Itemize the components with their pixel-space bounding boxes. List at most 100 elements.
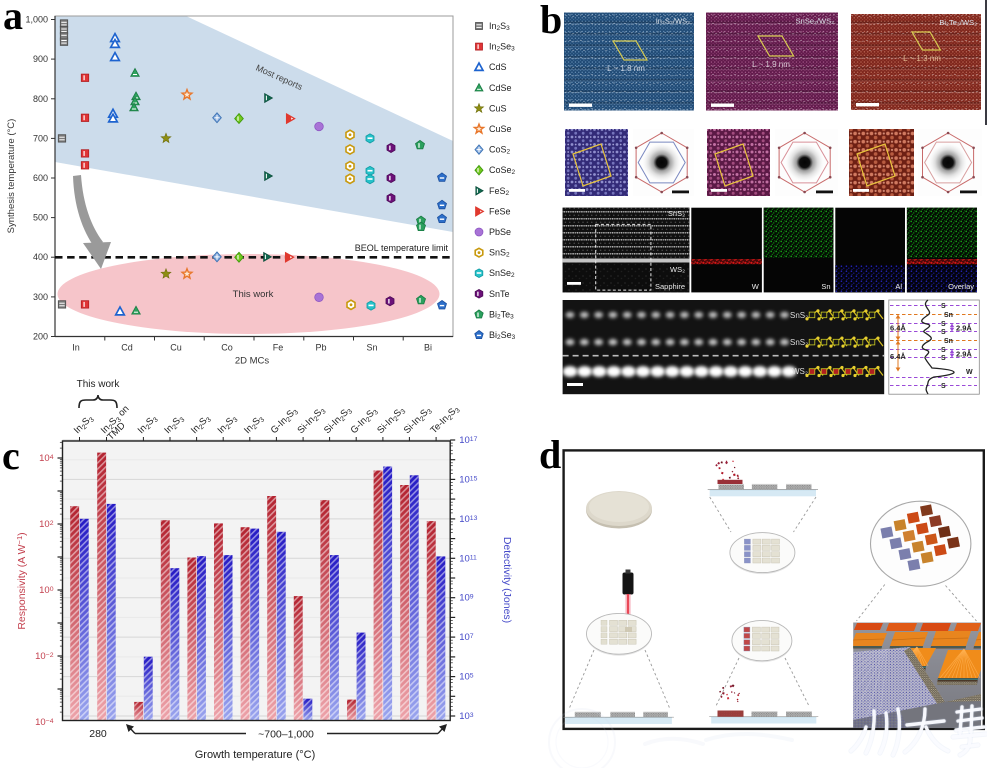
svg-text:Pb: Pb bbox=[315, 343, 326, 353]
svg-text:Al: Al bbox=[895, 282, 902, 291]
svg-text:Synthesis temperature (°C): Synthesis temperature (°C) bbox=[6, 119, 17, 234]
svg-text:SnS₂: SnS₂ bbox=[790, 311, 808, 320]
svg-text:This work: This work bbox=[233, 289, 274, 300]
svg-text:In2S3: In2S3 bbox=[136, 413, 160, 437]
svg-text:In2S3: In2S3 bbox=[489, 21, 510, 32]
svg-text:300: 300 bbox=[33, 292, 48, 302]
svg-text:2D MCs: 2D MCs bbox=[235, 356, 270, 367]
svg-text:Fe: Fe bbox=[273, 343, 284, 353]
svg-text:In: In bbox=[72, 343, 80, 353]
svg-text:280: 280 bbox=[89, 728, 107, 740]
svg-text:CdSe: CdSe bbox=[489, 83, 512, 93]
svg-text:This work: This work bbox=[77, 379, 121, 390]
svg-text:SnSe2: SnSe2 bbox=[489, 268, 515, 279]
svg-text:In2S3: In2S3 bbox=[72, 413, 96, 437]
svg-text:Si-In2S3: Si-In2S3 bbox=[402, 405, 434, 437]
svg-text:L ~ 1.9 nm: L ~ 1.9 nm bbox=[752, 60, 790, 69]
svg-text:SnTe: SnTe bbox=[489, 289, 510, 299]
svg-text:6.4Å: 6.4Å bbox=[890, 324, 906, 333]
svg-text:SnS₂: SnS₂ bbox=[790, 338, 808, 347]
svg-text:CoSe2: CoSe2 bbox=[489, 165, 516, 176]
svg-text:b: b bbox=[540, 0, 562, 42]
svg-text:400: 400 bbox=[33, 252, 48, 262]
svg-text:2.9Å: 2.9Å bbox=[956, 324, 972, 333]
svg-text:600: 600 bbox=[33, 173, 48, 183]
svg-text:105: 105 bbox=[459, 672, 474, 683]
svg-text:500: 500 bbox=[33, 213, 48, 223]
svg-text:Si-In2S3: Si-In2S3 bbox=[322, 405, 354, 437]
svg-text:700: 700 bbox=[33, 133, 48, 143]
svg-text:In2Se3: In2Se3 bbox=[489, 42, 515, 53]
svg-text:PbSe: PbSe bbox=[489, 227, 511, 237]
svg-text:109: 109 bbox=[459, 593, 474, 604]
svg-text:Si-In2S3: Si-In2S3 bbox=[375, 405, 407, 437]
svg-text:a: a bbox=[3, 0, 23, 38]
svg-text:1013: 1013 bbox=[459, 514, 477, 525]
svg-text:10−2: 10−2 bbox=[35, 651, 54, 662]
svg-text:d: d bbox=[539, 432, 561, 477]
svg-text:Detectivity (Jones): Detectivity (Jones) bbox=[501, 537, 513, 623]
svg-text:100: 100 bbox=[39, 585, 54, 596]
svg-text:~700–1,000: ~700–1,000 bbox=[258, 729, 314, 741]
svg-text:1017: 1017 bbox=[459, 435, 477, 446]
svg-text:900: 900 bbox=[33, 54, 48, 64]
svg-text:W: W bbox=[752, 282, 760, 291]
svg-text:BEOL temperature limit: BEOL temperature limit bbox=[355, 243, 449, 253]
svg-text:In2S3: In2S3 bbox=[242, 413, 266, 437]
svg-text:800: 800 bbox=[33, 94, 48, 104]
svg-text:Responsivity (A W−1): Responsivity (A W−1) bbox=[15, 532, 28, 629]
svg-text:L ~ 1.3 nm: L ~ 1.3 nm bbox=[903, 54, 941, 63]
svg-text:Cu: Cu bbox=[170, 343, 182, 353]
svg-text:Si-In2S3: Si-In2S3 bbox=[295, 405, 327, 437]
svg-text:Bi: Bi bbox=[424, 343, 432, 353]
svg-text:104: 104 bbox=[39, 453, 54, 464]
svg-text:Sn: Sn bbox=[821, 282, 830, 291]
svg-text:S: S bbox=[941, 355, 946, 362]
svg-text:Sn: Sn bbox=[944, 312, 953, 319]
svg-text:Te-In2S3: Te-In2S3 bbox=[428, 403, 461, 436]
svg-text:S: S bbox=[941, 329, 946, 336]
svg-text:CuSe: CuSe bbox=[489, 124, 512, 134]
svg-text:S: S bbox=[941, 347, 946, 354]
svg-text:CdS: CdS bbox=[489, 62, 507, 72]
svg-text:G-In2S3: G-In2S3 bbox=[269, 405, 300, 436]
svg-text:S: S bbox=[941, 321, 946, 328]
svg-text:200: 200 bbox=[33, 332, 48, 342]
svg-text:In2S3: In2S3 bbox=[216, 413, 240, 437]
svg-text:In2S3: In2S3 bbox=[189, 413, 213, 437]
svg-text:L ~ 1.8 nm: L ~ 1.8 nm bbox=[607, 64, 645, 73]
svg-text:c: c bbox=[2, 433, 20, 478]
svg-text:Growth temperature (°C): Growth temperature (°C) bbox=[195, 749, 316, 761]
svg-text:Cd: Cd bbox=[121, 343, 133, 353]
svg-text:Bi₂Te₃/WS₂: Bi₂Te₃/WS₂ bbox=[939, 18, 977, 27]
svg-text:10−4: 10−4 bbox=[35, 717, 54, 728]
svg-text:6.4Å: 6.4Å bbox=[890, 352, 906, 361]
svg-text:FeSe: FeSe bbox=[489, 206, 511, 216]
svg-text:S: S bbox=[941, 383, 946, 390]
svg-text:Co: Co bbox=[221, 343, 233, 353]
svg-text:SnS₂: SnS₂ bbox=[668, 209, 685, 218]
svg-text:1011: 1011 bbox=[459, 553, 477, 564]
svg-text:In2S3: In2S3 bbox=[162, 413, 186, 437]
svg-text:Sn: Sn bbox=[944, 338, 953, 345]
svg-text:W: W bbox=[966, 369, 973, 376]
svg-text:103: 103 bbox=[459, 711, 474, 722]
svg-text:CoS2: CoS2 bbox=[489, 145, 511, 156]
svg-text:1,000: 1,000 bbox=[25, 15, 48, 25]
svg-text:FeS2: FeS2 bbox=[489, 186, 510, 197]
svg-text:In₂S₃/WS₂: In₂S₃/WS₂ bbox=[656, 17, 690, 26]
svg-text:G-In2S3: G-In2S3 bbox=[349, 405, 380, 436]
svg-text:Sapphire: Sapphire bbox=[655, 282, 685, 291]
svg-text:1015: 1015 bbox=[459, 474, 477, 485]
svg-text:Overlay: Overlay bbox=[948, 282, 974, 291]
svg-text:SnSe₂/WS₂: SnSe₂/WS₂ bbox=[796, 17, 834, 26]
svg-text:WS₂: WS₂ bbox=[792, 367, 808, 376]
svg-text:WS₂: WS₂ bbox=[670, 265, 685, 274]
svg-text:107: 107 bbox=[459, 632, 474, 643]
svg-text:Sn: Sn bbox=[366, 343, 377, 353]
svg-text:S: S bbox=[941, 303, 946, 310]
svg-text:CuS: CuS bbox=[489, 103, 507, 113]
svg-text:102: 102 bbox=[39, 519, 54, 530]
svg-text:SnS2: SnS2 bbox=[489, 248, 510, 259]
svg-text:Bi2Te3: Bi2Te3 bbox=[489, 309, 514, 320]
